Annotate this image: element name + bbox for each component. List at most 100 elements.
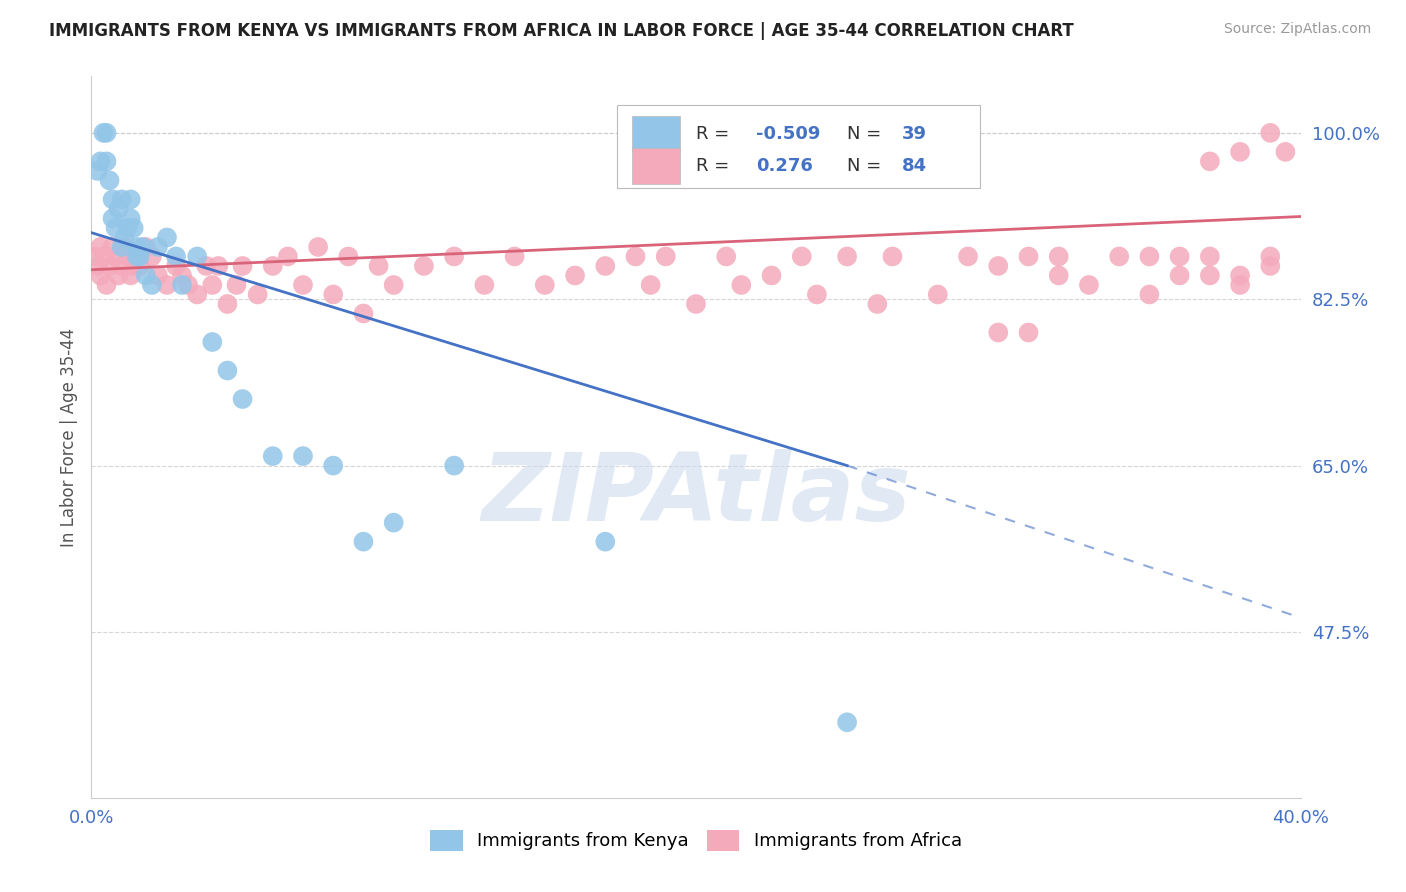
Point — [107, 268, 129, 283]
Point — [101, 240, 124, 254]
Text: -0.509: -0.509 — [756, 125, 821, 143]
Point — [595, 534, 617, 549]
Point — [89, 268, 111, 283]
Point — [217, 363, 239, 377]
Point — [111, 259, 132, 273]
Point — [835, 715, 858, 730]
Point — [125, 249, 148, 263]
Point — [1018, 249, 1040, 263]
Point — [595, 259, 617, 273]
Text: R =: R = — [696, 157, 735, 175]
Point — [83, 249, 105, 263]
Point — [156, 230, 179, 244]
Point — [225, 277, 247, 292]
Point — [207, 259, 229, 273]
Y-axis label: In Labor Force | Age 35-44: In Labor Force | Age 35-44 — [59, 327, 77, 547]
Point — [96, 154, 118, 169]
Point — [96, 126, 118, 140]
Text: N =: N = — [846, 157, 887, 175]
Point — [86, 259, 108, 273]
Point — [195, 259, 218, 273]
Point — [987, 326, 1010, 340]
Point — [1108, 249, 1130, 263]
Point — [262, 449, 284, 463]
Point — [172, 277, 194, 292]
Point — [117, 249, 139, 263]
FancyBboxPatch shape — [617, 104, 980, 188]
Point — [987, 259, 1010, 273]
Text: N =: N = — [846, 125, 887, 143]
Text: ZIPAtlas: ZIPAtlas — [481, 449, 911, 541]
Point — [413, 259, 436, 273]
Point — [201, 334, 224, 349]
Point — [120, 268, 142, 283]
Point — [104, 221, 127, 235]
Text: Source: ZipAtlas.com: Source: ZipAtlas.com — [1223, 22, 1371, 37]
Point — [93, 249, 115, 263]
Point — [1229, 268, 1251, 283]
Point — [352, 306, 374, 320]
Point — [1139, 287, 1161, 301]
Text: 84: 84 — [901, 157, 927, 175]
Point — [277, 249, 299, 263]
Point — [790, 249, 813, 263]
Point — [1077, 277, 1099, 292]
Point — [1260, 249, 1282, 263]
Point — [122, 259, 145, 273]
Point — [262, 259, 284, 273]
Legend: Immigrants from Kenya, Immigrants from Africa: Immigrants from Kenya, Immigrants from A… — [423, 822, 969, 858]
Point — [1229, 145, 1251, 159]
Point — [472, 277, 495, 292]
Point — [337, 249, 360, 263]
Point — [104, 249, 127, 263]
Point — [443, 458, 465, 473]
FancyBboxPatch shape — [631, 116, 681, 152]
Point — [120, 193, 142, 207]
Point — [89, 154, 111, 169]
Point — [882, 249, 904, 263]
Point — [141, 277, 163, 292]
Point — [292, 449, 315, 463]
Point — [141, 249, 163, 263]
Point — [352, 534, 374, 549]
Point — [96, 277, 118, 292]
Text: IMMIGRANTS FROM KENYA VS IMMIGRANTS FROM AFRICA IN LABOR FORCE | AGE 35-44 CORRE: IMMIGRANTS FROM KENYA VS IMMIGRANTS FROM… — [49, 22, 1074, 40]
Point — [1168, 268, 1191, 283]
Point — [835, 249, 858, 263]
Point — [640, 277, 662, 292]
FancyBboxPatch shape — [631, 148, 681, 185]
Point — [1018, 326, 1040, 340]
Point — [89, 240, 111, 254]
Point — [1260, 259, 1282, 273]
Point — [367, 259, 389, 273]
Point — [125, 240, 148, 254]
Point — [107, 202, 129, 216]
Point — [956, 249, 979, 263]
Point — [146, 240, 169, 254]
Point — [927, 287, 949, 301]
Point — [132, 240, 155, 254]
Point — [98, 259, 121, 273]
Point — [292, 277, 315, 292]
Point — [1260, 126, 1282, 140]
Point — [231, 392, 253, 406]
Point — [128, 249, 150, 263]
Point — [322, 287, 344, 301]
Point — [98, 173, 121, 187]
Point — [128, 259, 150, 273]
Point — [120, 211, 142, 226]
Point — [177, 277, 200, 292]
Point — [730, 277, 752, 292]
Point — [654, 249, 676, 263]
Point — [382, 277, 405, 292]
Point — [533, 277, 555, 292]
Point — [156, 277, 179, 292]
Point — [1229, 277, 1251, 292]
Point — [114, 230, 136, 244]
Point — [503, 249, 526, 263]
Point — [93, 126, 115, 140]
Point — [146, 268, 169, 283]
Point — [1139, 249, 1161, 263]
Point — [101, 211, 124, 226]
Point — [1047, 249, 1070, 263]
